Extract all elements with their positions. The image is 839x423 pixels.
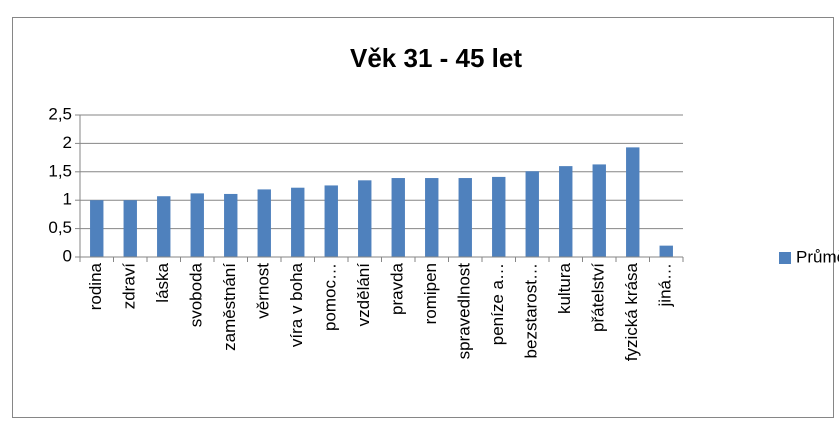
bar (190, 193, 204, 257)
bar (90, 200, 104, 257)
bar (224, 193, 238, 257)
chart-border (12, 17, 834, 418)
y-tick-label: 0,5 (48, 218, 72, 237)
x-tick-label: kultura (555, 262, 574, 314)
x-tick-label: peníze a… (488, 263, 507, 345)
bar (626, 147, 640, 257)
x-tick-label: vzdělání (354, 263, 373, 327)
x-tick-label: zaměstnání (220, 263, 239, 351)
y-tick-label: 1,5 (48, 161, 72, 180)
x-tick-label: romipen (421, 263, 440, 324)
x-tick-label: láska (153, 262, 172, 302)
bar (123, 200, 137, 257)
x-tick-label: spravedlnost (455, 263, 474, 360)
y-tick-label: 2 (63, 133, 72, 152)
bar (525, 171, 539, 257)
bar (492, 176, 506, 257)
bar (391, 178, 405, 257)
x-tick-label: věrnost (254, 263, 273, 319)
bar (559, 166, 573, 257)
y-tick-label: 2,5 (48, 104, 72, 123)
y-tick-label: 0 (63, 246, 72, 265)
x-tick-label: rodina (86, 262, 105, 310)
bar (458, 178, 472, 257)
bar (157, 196, 171, 257)
chart-title: Věk 31 - 45 let (350, 43, 522, 73)
x-tick-label: jiná… (656, 263, 675, 307)
bar (291, 187, 305, 257)
x-tick-label: pomoc… (321, 263, 340, 331)
legend-label: Průměr (796, 247, 839, 266)
bar (425, 178, 439, 257)
x-tick-label: zdraví (120, 263, 139, 310)
x-tick-label: fyzická krása (622, 262, 641, 361)
x-tick-label: pravda (388, 262, 407, 315)
bar (659, 245, 673, 257)
bar (324, 185, 338, 257)
x-tick-label: svoboda (187, 262, 206, 327)
bar (358, 180, 372, 257)
y-tick-label: 1 (63, 190, 72, 209)
x-tick-label: bezstarost… (522, 263, 541, 358)
bar (257, 189, 271, 257)
legend-swatch (779, 252, 791, 264)
x-tick-label: víra v boha (287, 262, 306, 347)
bar (592, 164, 606, 257)
x-tick-label: přátelství (589, 263, 608, 332)
